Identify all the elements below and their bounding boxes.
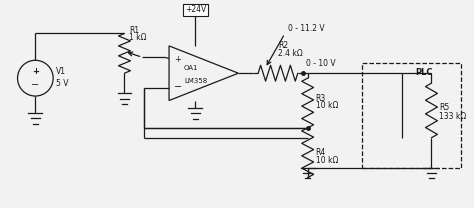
Text: +: + — [174, 55, 181, 64]
Text: R5: R5 — [439, 103, 450, 113]
Text: −: − — [31, 80, 39, 90]
Text: 0 - 10 V: 0 - 10 V — [306, 59, 335, 68]
Text: R1: R1 — [129, 26, 139, 35]
Text: 10 kΩ: 10 kΩ — [316, 156, 338, 165]
Text: 133 kΩ: 133 kΩ — [439, 112, 466, 121]
Text: +: + — [32, 67, 39, 76]
Bar — [362, 63, 461, 168]
Text: 1 kΩ: 1 kΩ — [129, 33, 147, 42]
Text: +24V: +24V — [185, 5, 206, 14]
Text: PLC: PLC — [415, 68, 432, 77]
Text: OA1: OA1 — [184, 65, 199, 71]
Text: 5 V: 5 V — [56, 79, 69, 88]
Text: LM358: LM358 — [184, 78, 207, 84]
Text: 0 - 11.2 V: 0 - 11.2 V — [288, 24, 325, 33]
Text: R2: R2 — [278, 41, 288, 50]
Text: −: − — [174, 82, 182, 92]
Text: R4: R4 — [316, 148, 326, 157]
Text: R3: R3 — [316, 94, 326, 103]
Text: V1: V1 — [56, 67, 66, 76]
Text: 2.4 kΩ: 2.4 kΩ — [278, 49, 303, 58]
Text: 10 kΩ: 10 kΩ — [316, 102, 338, 110]
